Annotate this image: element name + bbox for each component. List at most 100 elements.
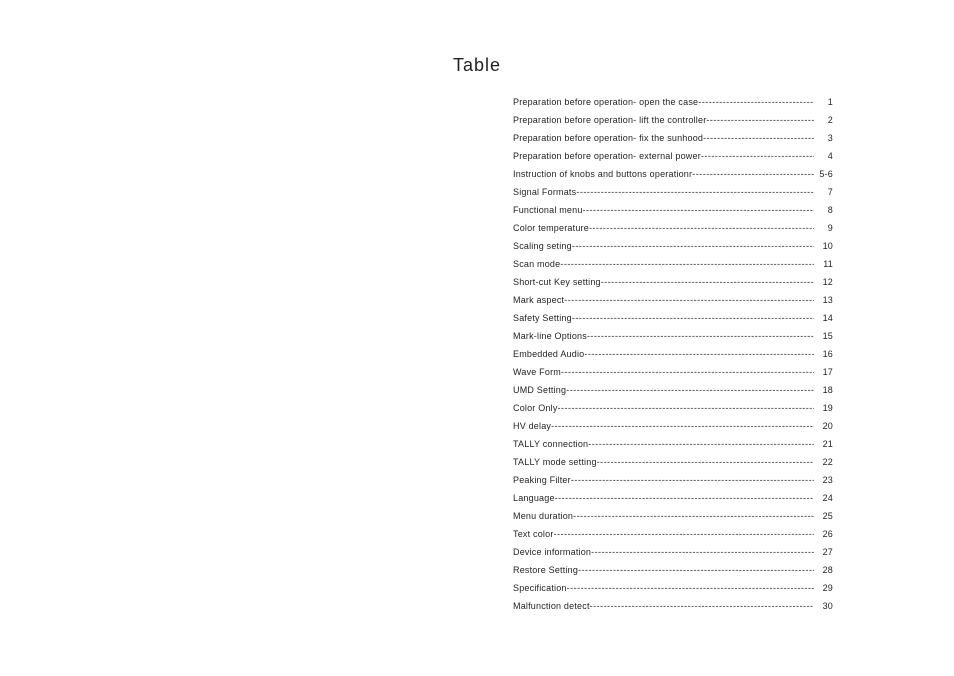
toc-row: Color temperature9 [513, 224, 833, 233]
toc-row: Text color 26 [513, 530, 833, 539]
toc-entry-page: 29 [814, 584, 833, 593]
toc-entry-label: Restore Setting [513, 566, 578, 575]
toc-entry-page: 10 [814, 242, 833, 251]
toc-row: Restore Setting 28 [513, 566, 833, 575]
toc-entry-page: 27 [814, 548, 833, 557]
toc-entry-page: 13 [814, 296, 833, 305]
toc-leader [555, 494, 814, 503]
toc-row: UMD Setting18 [513, 386, 833, 395]
toc-entry-label: Scaling seting [513, 242, 572, 251]
toc-leader [698, 98, 814, 107]
toc-row: Color Only19 [513, 404, 833, 413]
toc-entry-page: 12 [814, 278, 833, 287]
toc-leader [564, 296, 814, 305]
toc-entry-label: Peaking Filter [513, 476, 571, 485]
toc-leader [551, 422, 814, 431]
toc-leader [583, 206, 814, 215]
toc-entry-page: 14 [814, 314, 833, 323]
toc-row: Preparation before operation- open the c… [513, 98, 833, 107]
toc-entry-label: HV delay [513, 422, 551, 431]
toc-row: Preparation before operation- lift the c… [513, 116, 833, 125]
toc-row: HV delay20 [513, 422, 833, 431]
toc-entry-label: Mark aspect [513, 296, 564, 305]
toc-leader [588, 440, 814, 449]
toc-row: Scaling seting 10 [513, 242, 833, 251]
toc-entry-label: Device information [513, 548, 591, 557]
toc-entry-page: 17 [814, 368, 833, 377]
toc-entry-page: 18 [814, 386, 833, 395]
toc-entry-page: 2 [814, 116, 833, 125]
toc-leader [572, 242, 814, 251]
toc-leader [572, 314, 814, 323]
toc-entry-label: TALLY mode setting [513, 458, 597, 467]
toc-row: Menu duration 25 [513, 512, 833, 521]
toc-leader [589, 224, 814, 233]
toc-row: Wave Form 17 [513, 368, 833, 377]
toc-leader [578, 566, 814, 575]
toc-leader [576, 188, 814, 197]
toc-entry-label: Preparation before operation- external p… [513, 152, 701, 161]
toc-entry-page: 28 [814, 566, 833, 575]
page-title: Table [0, 55, 954, 76]
toc-row: Peaking Filter 23 [513, 476, 833, 485]
toc-entry-label: Signal Formats [513, 188, 576, 197]
toc-entry-label: Embedded Audio [513, 350, 584, 359]
toc-leader [692, 170, 814, 179]
toc-row: Embedded Audio 16 [513, 350, 833, 359]
toc-entry-label: TALLY connection [513, 440, 588, 449]
toc-row: Signal Formats 7 [513, 188, 833, 197]
toc-row: Safety Setting 14 [513, 314, 833, 323]
toc-row: TALLY mode setting 22 [513, 458, 833, 467]
toc-entry-label: Scan mode [513, 260, 560, 269]
toc-entry-page: 8 [814, 206, 833, 215]
toc-entry-page: 15 [814, 332, 833, 341]
toc-entry-label: Functional menu [513, 206, 583, 215]
toc-leader [558, 404, 814, 413]
toc-entry-label: Color temperature [513, 224, 589, 233]
toc-leader [587, 332, 814, 341]
toc-entry-label: Preparation before operation- lift the c… [513, 116, 706, 125]
toc-entry-page: 23 [814, 476, 833, 485]
toc-entry-label: Text color [513, 530, 554, 539]
toc-entry-page: 7 [814, 188, 833, 197]
toc-leader [566, 386, 814, 395]
toc-leader [584, 350, 814, 359]
toc-entry-label: Menu duration [513, 512, 573, 521]
toc-row: TALLY connection21 [513, 440, 833, 449]
toc-row: Scan mode 11 [513, 260, 833, 269]
toc-entry-page: 24 [814, 494, 833, 503]
toc-leader [591, 548, 814, 557]
toc-entry-label: Wave Form [513, 368, 561, 377]
toc-leader [597, 458, 814, 467]
toc-entry-label: Short-cut Key setting [513, 278, 601, 287]
toc-row: Specification 29 [513, 584, 833, 593]
toc-leader [701, 152, 814, 161]
toc-entry-label: Safety Setting [513, 314, 572, 323]
toc-row: Language 24 [513, 494, 833, 503]
toc-entry-page: 25 [814, 512, 833, 521]
toc-leader [706, 116, 814, 125]
toc-row: Functional menu 8 [513, 206, 833, 215]
toc-row: Preparation before operation- external p… [513, 152, 833, 161]
toc-leader [601, 278, 814, 287]
toc-entry-label: Preparation before operation- fix the su… [513, 134, 703, 143]
toc-row: Malfunction detect 30 [513, 602, 833, 611]
table-of-contents: Preparation before operation- open the c… [513, 98, 833, 620]
toc-leader [590, 602, 814, 611]
toc-entry-page: 30 [814, 602, 833, 611]
toc-leader [560, 260, 814, 269]
toc-entry-label: Language [513, 494, 555, 503]
toc-leader [567, 584, 814, 593]
toc-row: Mark aspect 13 [513, 296, 833, 305]
toc-entry-label: Specification [513, 584, 567, 593]
toc-entry-label: Malfunction detect [513, 602, 590, 611]
toc-entry-label: Preparation before operation- open the c… [513, 98, 698, 107]
toc-leader [554, 530, 814, 539]
toc-entry-page: 16 [814, 350, 833, 359]
toc-entry-page: 11 [814, 260, 833, 269]
toc-entry-page: 22 [814, 458, 833, 467]
toc-entry-page: 3 [814, 134, 833, 143]
toc-leader [561, 368, 814, 377]
toc-entry-page: 4 [814, 152, 833, 161]
toc-entry-page: 26 [814, 530, 833, 539]
